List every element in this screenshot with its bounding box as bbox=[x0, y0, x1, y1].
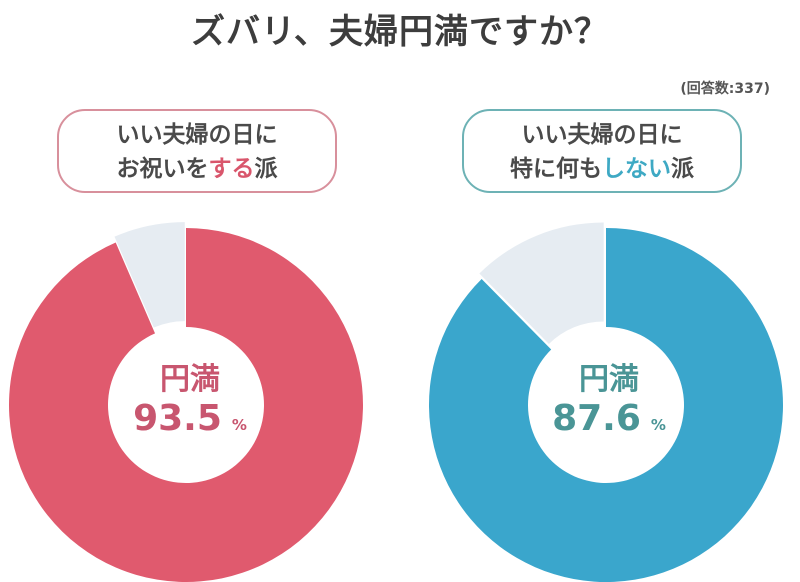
donut-slice-enman bbox=[429, 228, 784, 582]
donut-slice-enman bbox=[8, 228, 363, 582]
respondent-count: (回答数:337) bbox=[680, 81, 770, 97]
chart-title: ズバリ、夫婦円満ですか？ bbox=[191, 12, 609, 52]
group-label-line2: お祝いをする派 bbox=[116, 156, 278, 182]
donut-slice-remainder bbox=[479, 222, 604, 344]
group-label-line2: 特に何もしない派 bbox=[510, 156, 694, 182]
group-label-line1: いい夫婦の日に bbox=[116, 122, 278, 148]
value-label: 93.5 bbox=[133, 398, 222, 439]
group-label-nothing: いい夫婦の日に 特に何もしない派 bbox=[462, 109, 742, 193]
value-label: 87.6 bbox=[552, 398, 641, 439]
center-label-left: 円満 93.5% bbox=[133, 362, 247, 439]
group-label-line1: いい夫婦の日に bbox=[521, 122, 683, 148]
donut-slice-remainder bbox=[114, 222, 185, 328]
center-label-right: 円満 87.6% bbox=[552, 362, 666, 439]
group-label-celebrate: いい夫婦の日に お祝いをする派 bbox=[57, 109, 337, 193]
